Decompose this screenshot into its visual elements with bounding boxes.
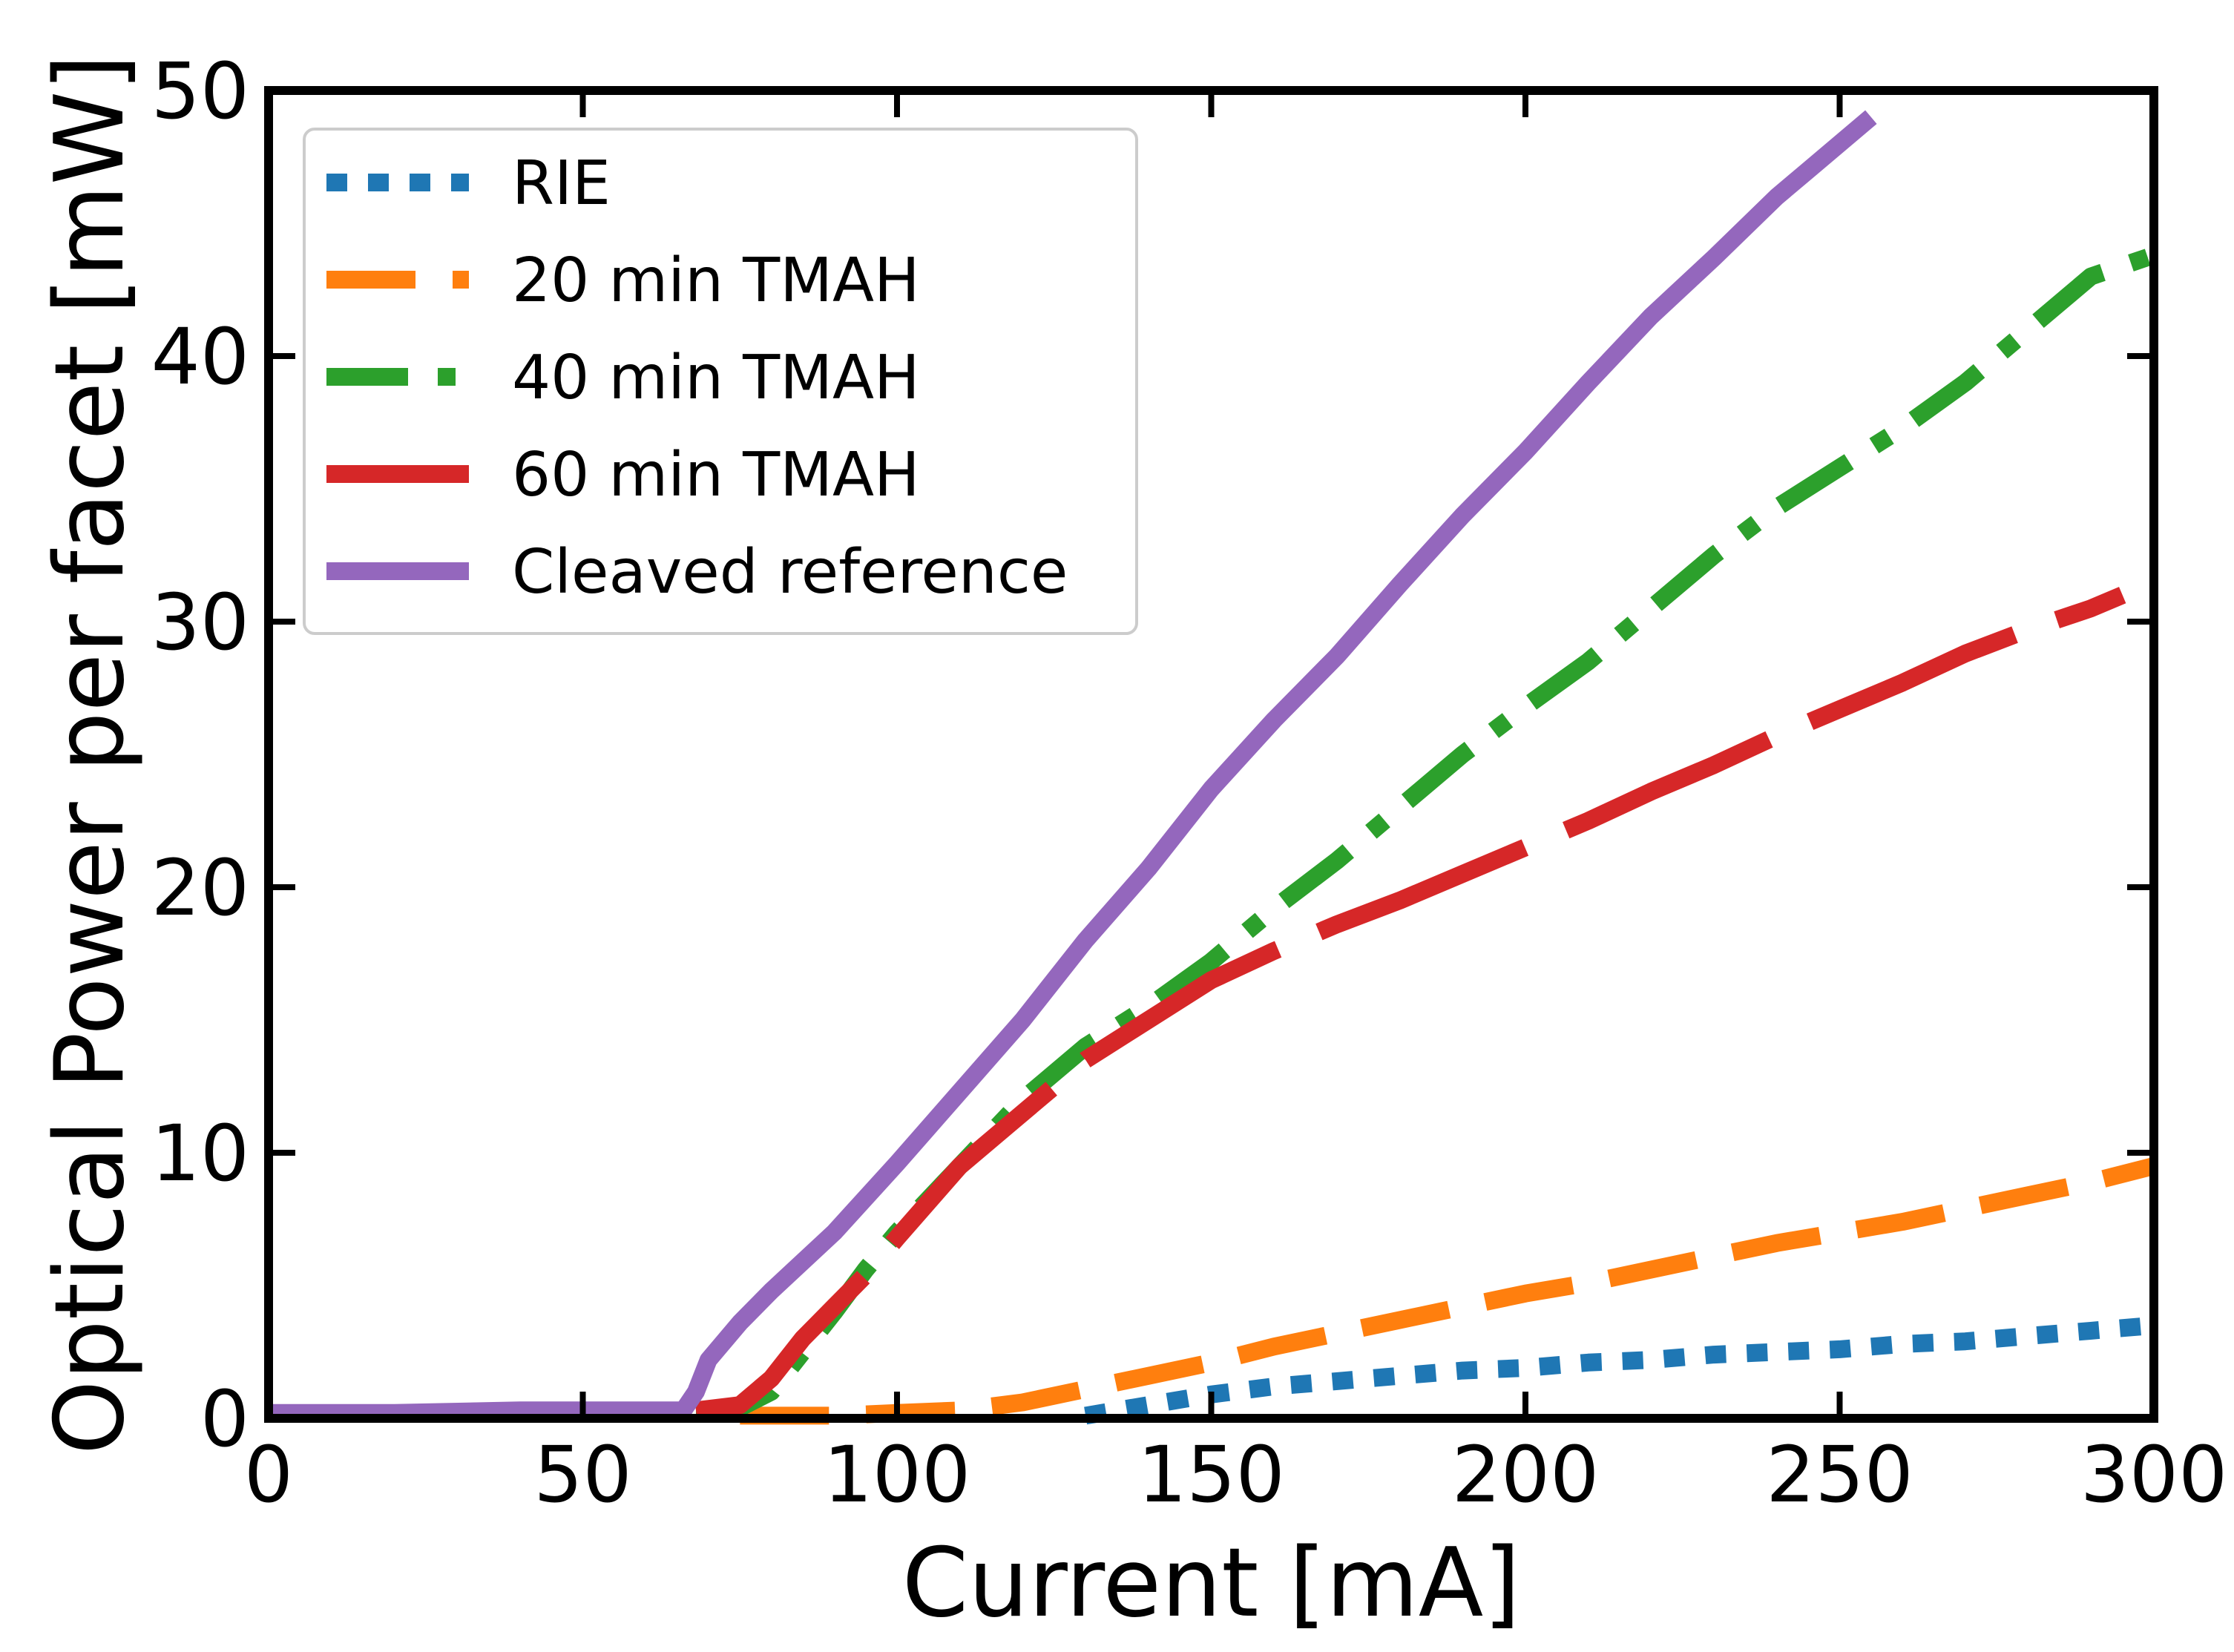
y-axis-title: Optical Power per facet [mW] <box>35 54 145 1455</box>
y-tick-label: 0 <box>200 1374 249 1464</box>
series-line-5 <box>269 110 1877 1422</box>
series-line-4 <box>694 587 2126 1420</box>
series-line-2 <box>740 1157 2156 1425</box>
legend-label-1: RIE <box>512 148 611 219</box>
axis-ticks <box>266 88 2157 1421</box>
legend-label-5: Cleaved reference <box>512 537 1068 608</box>
y-tick-label: 30 <box>151 577 249 668</box>
x-tick-label: 200 <box>1452 1429 1600 1520</box>
legend: RIE 20 min TMAH 40 min TMAH 60 min TMAH Clea… <box>303 128 1138 635</box>
x-axis-title: Current [mA] <box>902 1528 1521 1639</box>
x-tick-label: 300 <box>2080 1429 2228 1520</box>
legend-label-4: 60 min TMAH <box>512 440 920 510</box>
y-tick-label: 50 <box>151 46 249 136</box>
x-tick-label: 100 <box>824 1429 971 1520</box>
x-tick-label: 150 <box>1137 1429 1285 1520</box>
x-tick-label: 0 <box>244 1429 293 1520</box>
series-lines <box>269 110 2157 1425</box>
legend-label-2: 20 min TMAH <box>512 246 920 316</box>
x-tick-label: 50 <box>533 1429 631 1520</box>
x-tick-label: 250 <box>1766 1429 1913 1520</box>
y-tick-label: 20 <box>151 843 249 933</box>
legend-box <box>303 128 1138 635</box>
legend-label-3: 40 min TMAH <box>512 343 920 413</box>
series-line-1 <box>1084 1316 2155 1425</box>
y-tick-label: 40 <box>151 312 249 402</box>
y-tick-label: 10 <box>151 1108 249 1199</box>
tick-labels: 0 50 100 150 200 250 300 0 10 20 30 40 50 <box>151 46 2228 1520</box>
